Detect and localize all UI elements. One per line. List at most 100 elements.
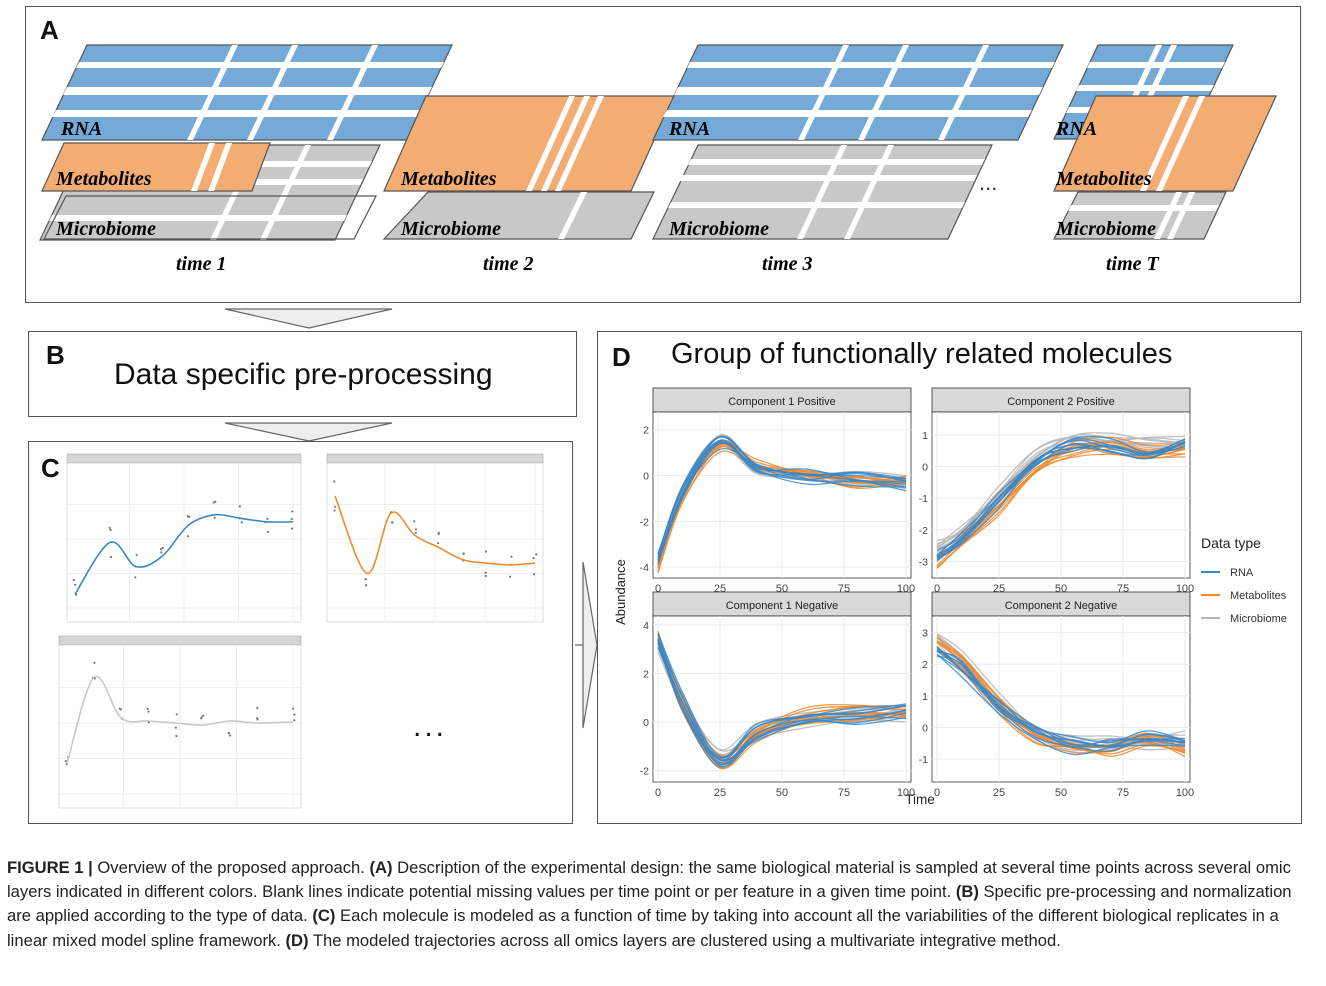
replicate-point [333,509,336,512]
facet-title: Component 2 Positive [1007,396,1115,408]
caption-intro: Overview of the proposed approach. [92,858,370,877]
x-tick-label: 100 [1176,787,1194,799]
x-tick-label: 50 [776,787,788,799]
facet-3: Component 1 Negative 0 25 50 75 100 -2 0 2 4 [640,591,915,799]
facet-title: Component 2 Negative [1005,600,1118,612]
arrow-b-to-c [224,422,393,442]
replicate-point [135,553,138,557]
y-tick-label: 2 [643,668,649,680]
panel-c-label: C [41,453,60,483]
replicate-point [175,713,178,716]
replicate-point [535,553,538,556]
replicate-point [414,531,417,534]
metabolites-label-t2: Metabolites [400,168,497,190]
replicate-point [238,505,241,508]
panel-b-label: B [46,340,65,370]
facet-strip [931,591,1191,617]
trajectory-microbiome [936,436,1186,549]
y-tick-label: -3 [919,556,928,568]
facet-strip [931,387,1191,413]
replicate-point [293,713,296,716]
microbiome-label-t2: Microbiome [400,218,501,240]
replicate-point [108,526,111,529]
y-tick-label: 4 [643,620,649,632]
time-3-label: time 3 [762,253,813,275]
replicate-point [266,517,269,520]
facet-title: Component 1 Negative [726,600,839,612]
caption-d-text: The modeled trajectories across all omic… [308,930,1061,950]
replicate-point [212,501,215,504]
x-tick-label: 50 [1055,787,1067,799]
y-tick-label: 0 [643,717,649,729]
figure-caption: FIGURE 1 | Overview of the proposed appr… [7,856,1319,953]
replicate-point [484,550,487,553]
y-tick-label: -1 [919,493,928,505]
y-tick-label: 0 [922,722,928,734]
mini-spline-plot-1 [66,453,302,623]
replicate-point [64,760,68,763]
time-t-label: time T [1106,253,1160,275]
trajectory-metabolites [936,447,1186,569]
experimental-design-diagram: RNA Metabolites Microbiome time 1 Metabo… [39,44,1277,275]
trajectory-rna [936,442,1186,557]
x-tick-label: 0 [655,787,661,799]
mini-spline-plot-3 [58,635,302,809]
trajectory-rna [936,647,1186,747]
replicate-point [462,552,465,555]
replicate-point [532,557,535,560]
fitted-spline [74,513,294,595]
trajectory-rna [657,441,907,561]
replicate-point [509,575,512,578]
spline-examples [58,453,544,809]
x-tick-label: 0 [655,583,661,595]
replicate-point [229,734,232,737]
y-tick-label: -4 [640,562,649,574]
facet-strip [652,591,912,617]
y-tick-label: -2 [640,766,649,778]
y-tick-label: 2 [643,425,649,437]
trajectory-microbiome [936,436,1186,542]
arrow-a-to-b [224,308,393,329]
replicate-point [255,717,259,720]
panel-a-label: A [40,15,59,45]
replicate-point [119,708,123,711]
trajectory-rna [657,632,907,758]
replicate-point [333,480,336,483]
replicate-point [266,530,269,533]
trajectory-rna [657,439,907,555]
replicate-point [134,576,137,579]
replicate-point [292,707,295,710]
caption-c-text: Each molecule is modeled as a function o… [7,906,1279,950]
replicate-point [146,707,149,710]
replicate-point [175,734,178,738]
replicate-point [414,528,418,531]
trajectory-rna [657,639,907,761]
mini-strip [66,453,302,464]
y-axis-label: Abundance [613,559,628,625]
replicate-point [72,579,75,582]
time-1-label: time 1 [176,253,227,275]
trajectory-rna [936,441,1186,559]
trajectory-rna [936,441,1186,557]
replicate-point [147,710,150,713]
replicate-point [213,516,216,519]
replicate-point [159,548,163,551]
caption-b-tag: (B) [955,882,979,902]
x-tick-label: 75 [838,787,850,799]
mini-strip [326,453,544,464]
replicate-point [532,573,536,576]
time-ellipsis: ... [979,170,997,195]
fitted-spline [334,495,536,575]
replicate-point [186,515,189,518]
facet-strip [652,387,912,413]
panel-d: D Group of functionally related molecule… [597,331,1302,824]
replicate-point [65,763,68,766]
y-tick-label: 1 [922,691,928,703]
replicate-point [202,714,205,717]
y-tick-label: -1 [919,754,928,766]
replicate-point [227,731,231,734]
caption-a-tag: (A) [369,858,393,877]
y-tick-label: -2 [640,516,649,528]
x-tick-label: 25 [714,787,726,799]
